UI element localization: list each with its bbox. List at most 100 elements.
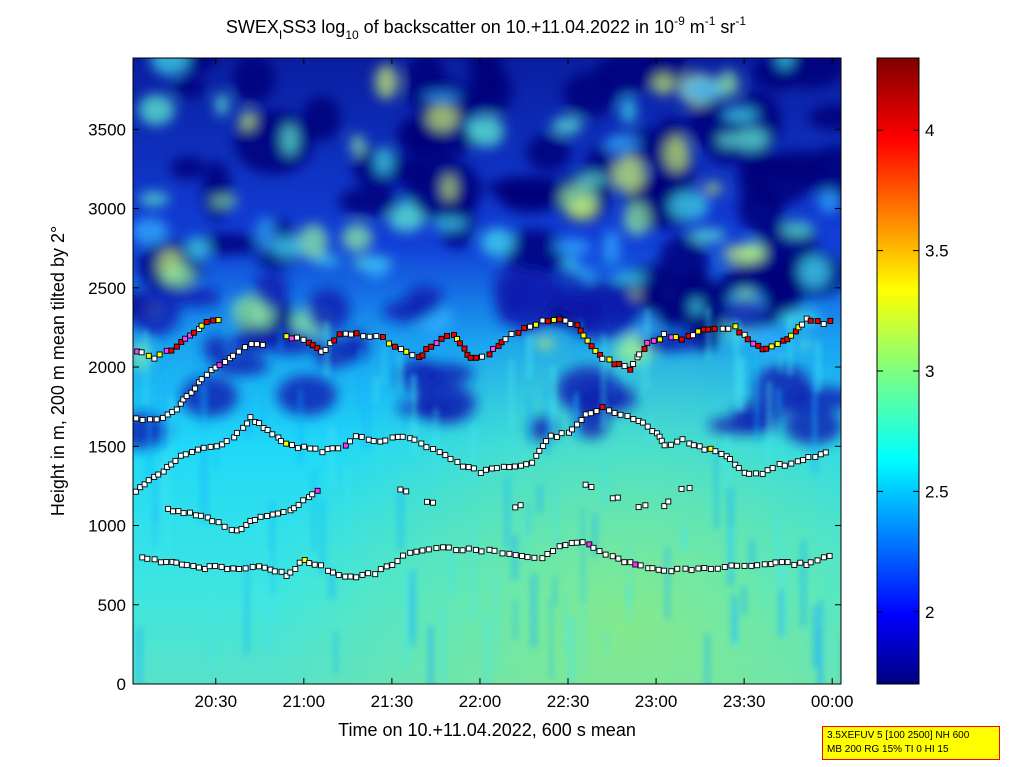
layer-marker [707,445,714,452]
layer-marker [755,342,762,349]
layer-marker [377,566,384,573]
layer-marker [639,419,646,426]
layer-marker [486,546,493,553]
layer-marker [630,416,637,423]
layer-marker [440,544,447,551]
layer-marker [192,385,198,392]
layer-marker [216,362,223,368]
layer-marker [178,339,185,345]
layer-marker [750,340,757,347]
layer-marker [479,353,485,360]
layer-marker [746,470,753,477]
layer-marker [690,442,697,449]
layer-marker [784,559,791,566]
layer-marker [707,565,714,572]
layer-marker [701,565,708,571]
layer-marker [579,539,586,546]
title-sub2: 10 [345,28,359,42]
layer-marker [580,332,587,339]
layer-marker [736,329,743,336]
layer-marker [183,562,190,569]
layer-marker [727,456,733,462]
layer-marker [718,451,725,457]
layer-marker [517,502,524,509]
layer-marker [168,461,175,468]
layer-marker [761,561,768,568]
layer-marker [511,463,518,470]
layer-marker [269,431,276,438]
layer-marker [287,569,294,576]
layer-marker [642,502,649,509]
layer-marker [493,465,500,472]
layer-marker [183,393,190,400]
layer-marker [261,564,268,571]
layer-marker [194,446,201,453]
layer-marker [615,360,622,367]
layer-marker [259,341,266,348]
layer-marker [141,481,148,488]
layer-marker [331,337,338,344]
layer-marker [741,562,748,569]
layer-marker [817,451,824,458]
layer-marker [679,436,686,443]
layer-marker [562,317,569,324]
layer-marker [820,321,827,327]
layer-marker [292,566,299,572]
layer-marker [230,565,237,572]
layer-marker [386,340,392,347]
layer-marker [189,449,196,455]
layer-marker [319,449,326,456]
info-box: 3.5XEFUV 5 [100 2500] NH 600 MB 200 RG 1… [822,726,1000,760]
y-tick-label: 500 [98,596,126,615]
layer-marker [544,318,551,325]
layer-marker [754,562,761,569]
layer-marker [240,424,247,431]
layer-marker [660,567,667,574]
layer-marker [668,568,675,575]
layer-marker [759,470,766,477]
layer-marker [776,461,783,467]
layer-marker [360,333,367,340]
x-axis-label: Time on 10.+11.04.2022, 600 s mean [338,720,636,740]
layer-marker [445,544,452,551]
layer-marker [157,559,164,566]
layer-marker [635,504,642,511]
colorbar-tick-label: 2.5 [925,482,949,501]
x-tick-label: 21:00 [283,692,326,711]
layer-marker [353,574,360,581]
layer-marker [536,447,543,454]
layer-marker [322,346,329,353]
layer-marker [430,446,437,452]
layer-marker [574,421,581,428]
heatmap-field [133,58,841,684]
layer-marker [644,339,651,346]
x-tick-label: 00:00 [811,692,854,711]
layer-marker [306,560,313,567]
layer-marker [301,557,308,563]
layer-marker [454,458,461,465]
layer-marker [409,352,416,359]
layer-marker [145,352,152,359]
layer-marker [399,433,406,440]
layer-marker [772,559,779,566]
y-tick-label: 3000 [88,200,126,219]
layer-marker [314,487,321,494]
layer-marker [300,497,307,504]
layer-marker [567,320,574,327]
layer-marker [784,336,791,343]
layer-marker [330,569,336,576]
layer-marker [271,568,278,575]
layer-marker [641,345,648,352]
layer-marker [342,442,349,449]
layer-marker [329,445,336,452]
layer-marker [288,335,295,342]
layer-marker [799,321,805,328]
layer-marker [531,554,538,561]
layer-marker [533,452,540,459]
layer-marker [342,573,349,580]
layer-marker [335,445,342,452]
layer-marker [233,429,240,436]
layer-marker [139,554,146,561]
layer-marker [347,438,353,445]
